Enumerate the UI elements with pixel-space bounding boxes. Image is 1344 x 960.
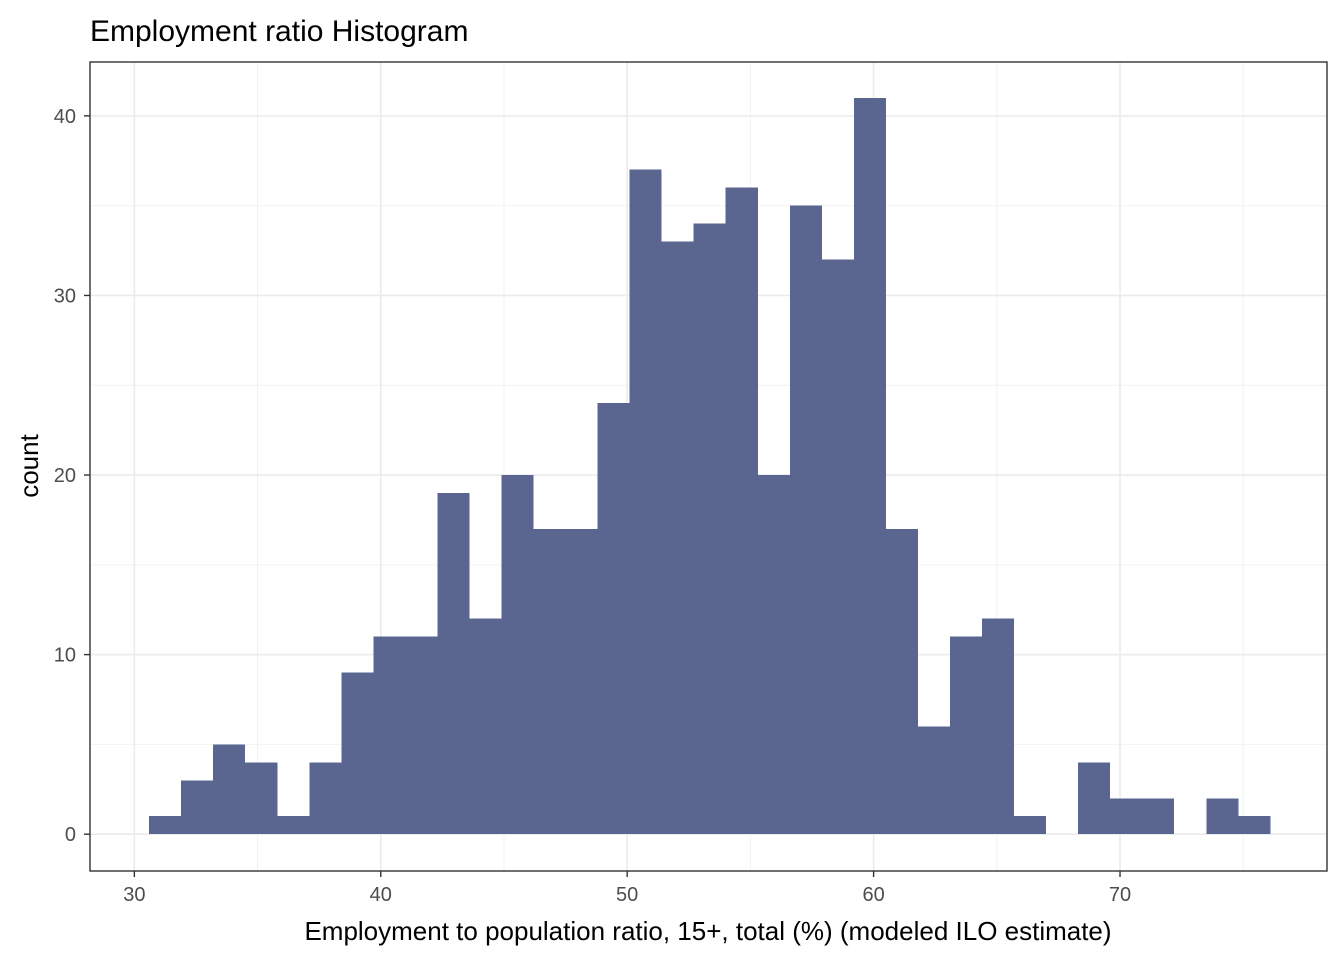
histogram-bar xyxy=(437,492,470,835)
y-tick-label: 0 xyxy=(65,824,76,846)
histogram-bar xyxy=(757,475,790,835)
histogram-bar xyxy=(277,816,310,835)
histogram-bar xyxy=(885,528,918,835)
x-tick-label: 40 xyxy=(370,884,392,906)
histogram-bar xyxy=(789,205,822,835)
y-tick-label: 20 xyxy=(54,465,76,487)
x-tick-label: 30 xyxy=(123,884,145,906)
histogram-bar xyxy=(309,762,342,835)
histogram-bar xyxy=(949,636,983,835)
histogram-bar xyxy=(245,762,278,835)
x-tick-label: 60 xyxy=(862,884,884,906)
histogram-bar xyxy=(213,744,246,835)
plot-border xyxy=(89,61,1328,872)
histogram-bar xyxy=(501,475,534,835)
histogram-bar xyxy=(565,528,598,835)
histogram-bar xyxy=(1142,798,1175,835)
y-axis-title: count xyxy=(14,433,44,497)
y-axis: 0 10 20 30 40 xyxy=(54,106,90,846)
histogram-bar xyxy=(405,636,438,835)
histogram-bar xyxy=(469,618,502,835)
histogram-bar xyxy=(533,528,566,835)
bars-layer xyxy=(149,97,1271,835)
x-axis-title: Employment to population ratio, 15+, tot… xyxy=(304,916,1111,946)
y-tick-label: 10 xyxy=(54,645,76,667)
y-tick-label: 30 xyxy=(54,285,76,307)
histogram-bar xyxy=(341,672,374,835)
histogram-bar xyxy=(1014,816,1047,835)
histogram-bar xyxy=(917,726,950,835)
histogram-bar xyxy=(181,780,214,835)
histogram-bar xyxy=(853,97,886,835)
histogram-bar xyxy=(373,636,406,835)
histogram-bar xyxy=(693,223,726,835)
histogram-bar xyxy=(1238,816,1271,835)
histogram-bar xyxy=(629,169,662,835)
histogram-bar xyxy=(661,241,694,835)
histogram-bar xyxy=(725,187,758,835)
histogram-bar xyxy=(597,403,630,835)
x-tick-label: 50 xyxy=(616,884,638,906)
y-tick-label: 40 xyxy=(54,106,76,128)
histogram-bar xyxy=(982,618,1015,835)
chart-title: Employment ratio Histogram xyxy=(90,15,468,48)
histogram-bar xyxy=(1206,798,1239,835)
histogram-bar xyxy=(1078,762,1111,835)
histogram-bar xyxy=(821,259,854,835)
x-axis: 30 40 50 60 70 xyxy=(123,871,1131,906)
histogram-bar xyxy=(149,816,182,835)
x-tick-label: 70 xyxy=(1109,884,1131,906)
histogram-bar xyxy=(1110,798,1143,835)
